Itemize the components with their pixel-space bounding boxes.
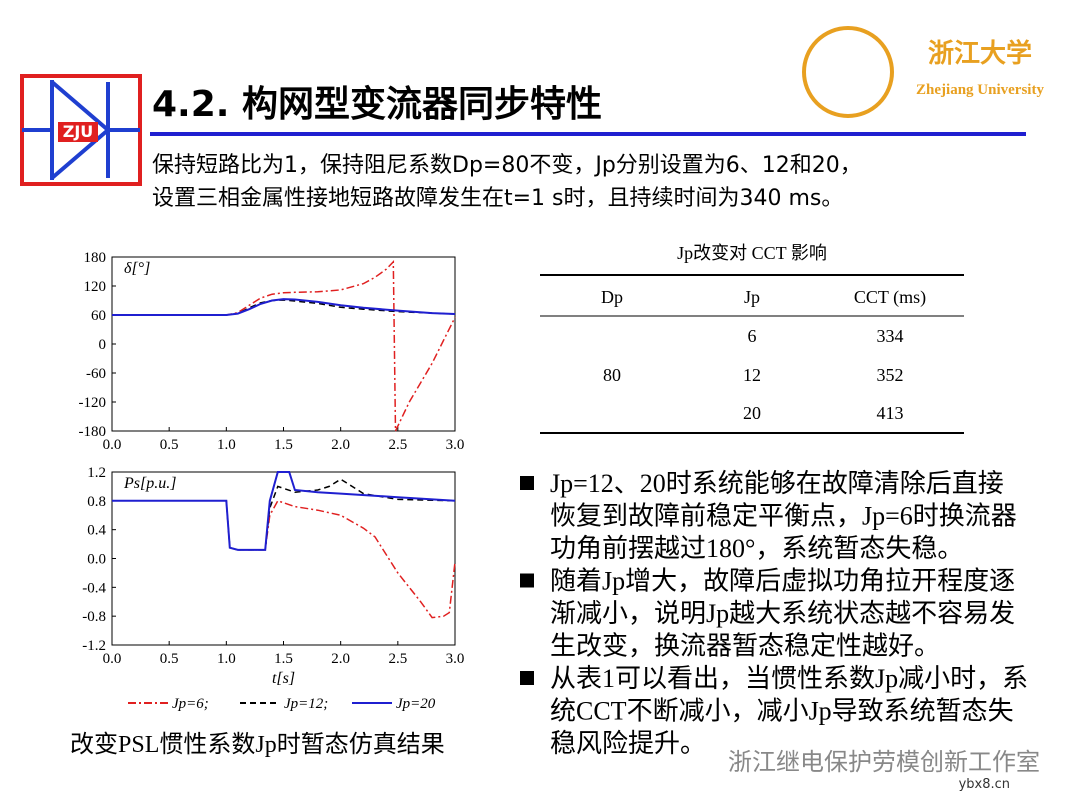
table-title: Jp改变对 CCT 影响 <box>677 243 827 263</box>
bullet-marker <box>520 573 534 588</box>
x-tick-label: 2.0 <box>331 437 350 453</box>
bullet-marker <box>520 671 534 685</box>
y-axis-label: Ps[p.u.] <box>123 475 176 492</box>
x-tick-label: 1.5 <box>274 437 293 453</box>
x-tick-label: 3.0 <box>446 651 465 667</box>
plot-frame <box>111 256 456 432</box>
y-tick-label: 120 <box>84 279 107 295</box>
table: Jp改变对 CCT 影响 Dp Jp CCT (ms) 80 6 334 12 … <box>540 243 964 434</box>
table-cell: 20 <box>743 403 761 423</box>
y-axis-label: δ[°] <box>124 260 150 277</box>
table-cell: 6 <box>748 326 757 346</box>
y-tick-label: 1.2 <box>87 465 106 481</box>
bullet-line: 稳风险提升。 <box>550 729 706 758</box>
y-tick-label: 60 <box>91 308 106 324</box>
x-tick-label: 1.0 <box>217 651 236 667</box>
x-axis-label: t[s] <box>272 670 295 687</box>
table-header: Jp <box>744 287 760 307</box>
series-line <box>112 471 456 551</box>
bullet-line: 恢复到故障前稳定平衡点，Jp=6时换流器 <box>550 502 1017 531</box>
university-seal <box>802 26 894 118</box>
bullet-line: 生改变，换流器暂态稳定性越好。 <box>550 632 940 661</box>
table-cell: 413 <box>877 403 904 423</box>
logo: ZJU <box>20 74 142 186</box>
y-tick-label: -1.2 <box>82 638 106 654</box>
legend-label: Jp=12; <box>284 696 328 712</box>
bullets: Jp=12、20时系统能够在故障清除后直接恢复到故障前稳定平衡点，Jp=6时换流… <box>520 469 1028 758</box>
watermark: 浙江继电保护劳模创新工作室 <box>728 748 1040 776</box>
logo-text: ZJU <box>63 122 94 141</box>
y-tick-label: 180 <box>84 250 107 266</box>
table-cell: 334 <box>877 326 904 346</box>
legend-label: Jp=6; <box>172 696 209 712</box>
y-tick-label: -180 <box>79 424 107 440</box>
bullet-line: 从表1可以看出，当惯性系数Jp减小时，系 <box>550 664 1028 693</box>
y-tick-label: -0.4 <box>82 580 106 596</box>
intro-line: 设置三相金属性接地短路故障发生在t=1 s时，且持续时间为340 ms。 <box>152 186 843 211</box>
bullet-line: 随着Jp增大，故障后虚拟功角拉开程度逐 <box>550 567 1015 596</box>
figure-caption: 改变PSL惯性系数Jp时暂态仿真结果 <box>70 731 445 758</box>
university-cn: 浙江大学 <box>928 38 1032 68</box>
x-tick-label: 0.0 <box>103 437 122 453</box>
series-line <box>112 259 456 432</box>
logo-symbol <box>22 80 140 180</box>
x-tick-label: 3.0 <box>446 437 465 453</box>
series-line <box>112 499 456 619</box>
y-tick-label: 0.8 <box>87 494 106 510</box>
x-tick-label: 2.0 <box>331 651 350 667</box>
intro-line: 保持短路比为1，保持阻尼系数Dp=80不变，Jp分别设置为6、12和20， <box>152 153 862 178</box>
series-line <box>112 299 456 316</box>
bullet-line: 功角前摆越过180°，系统暂态失稳。 <box>550 534 963 563</box>
university-en: Zhejiang University <box>916 82 1044 98</box>
bullet-marker <box>520 476 534 490</box>
y-tick-label: -0.8 <box>82 609 106 625</box>
legend-label: Jp=20 <box>396 696 436 712</box>
x-tick-label: 2.5 <box>388 437 407 453</box>
table-cell: 12 <box>743 365 761 385</box>
x-tick-label: 0.0 <box>103 651 122 667</box>
bullet-line: 统CCT不断减小，减小Jp导致系统暂态失 <box>550 697 1014 726</box>
bullet-line: Jp=12、20时系统能够在故障清除后直接 <box>550 469 1004 498</box>
y-tick-label: 0.4 <box>87 523 106 539</box>
x-tick-label: 0.5 <box>160 437 179 453</box>
y-tick-label: -120 <box>79 395 107 411</box>
table-header: Dp <box>601 287 623 307</box>
logo-badge <box>58 122 98 142</box>
y-tick-label: 0 <box>99 337 107 353</box>
x-tick-label: 1.5 <box>274 651 293 667</box>
table-cell: 80 <box>603 365 621 385</box>
table-cell: 352 <box>877 365 904 385</box>
x-tick-label: 0.5 <box>160 651 179 667</box>
table-header: CCT (ms) <box>854 287 926 308</box>
y-tick-label: -60 <box>86 366 106 382</box>
bullet-line: 渐减小，说明Jp越大系统状态越不容易发 <box>550 599 1015 628</box>
x-tick-label: 1.0 <box>217 437 236 453</box>
site: ybx8.cn <box>959 777 1010 792</box>
slide-title: 4.2. 构网型变流器同步特性 <box>152 83 602 125</box>
series-line <box>112 298 456 316</box>
x-tick-label: 2.5 <box>388 651 407 667</box>
y-tick-label: 0.0 <box>87 552 106 568</box>
